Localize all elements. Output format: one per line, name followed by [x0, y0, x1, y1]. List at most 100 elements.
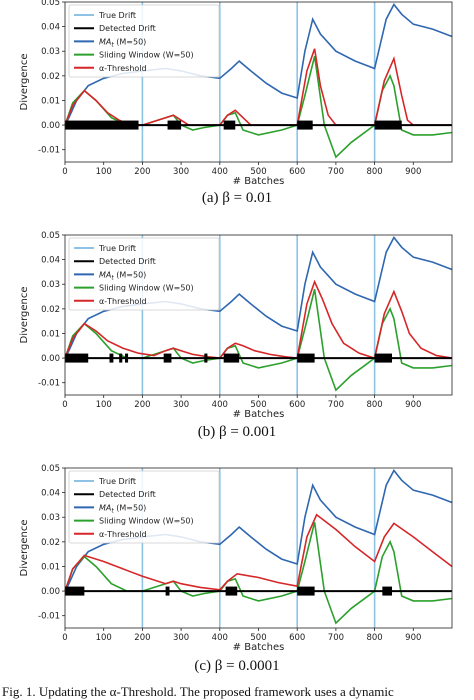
p1-detected-drift-block — [223, 353, 240, 363]
p0-detected-drift-block — [167, 120, 182, 130]
p1-x-tick-label: 900 — [405, 400, 421, 410]
p0-y-tick-label: 0.05 — [41, 0, 60, 8]
p0-x-tick-label: 700 — [328, 167, 344, 177]
p1-legend-true-drift-label: True Drift — [98, 244, 136, 253]
p0-legend-true-drift-label: True Drift — [98, 11, 136, 20]
p0-plot-frame — [64, 1, 453, 163]
caption-b: (b) β = 0.001 — [197, 424, 277, 440]
p2-y-tick-label: 0.00 — [41, 587, 60, 597]
p1-y-tick-label: 0.02 — [41, 305, 60, 315]
p1-x-tick-label: 700 — [328, 400, 344, 410]
p0-detected-drift-block — [297, 120, 313, 130]
p0-x-tick-label: 500 — [250, 167, 266, 177]
p1-detected-drift-block — [163, 353, 172, 363]
p1-y-tick-label: 0.00 — [41, 354, 60, 364]
p0-legend-detected-drift-label: Detected Drift — [99, 24, 156, 33]
p0-y-tick-label: 0.01 — [41, 96, 60, 106]
p2-detected-drift-block — [382, 586, 393, 596]
p0-legend-ma-label: MAt (M=50) — [99, 37, 146, 48]
p2-alpha-threshold-line — [64, 513, 453, 592]
p0-x-tick-label: 200 — [134, 167, 150, 177]
p1-detected-drift-block — [374, 353, 393, 363]
p2-x-tick-label: 100 — [96, 633, 112, 643]
p1-detected-drift-block — [109, 353, 114, 363]
p0-detected-drift-block — [223, 120, 236, 130]
p0-x-tick-label: 400 — [212, 167, 228, 177]
p0-x-tick-label: 0 — [62, 167, 67, 177]
p2-legend-box — [68, 470, 220, 544]
p2-x-tick-label: 0 — [62, 633, 67, 643]
p1-legend-box — [68, 237, 220, 311]
p2-legend-ma-label: MAt (M=50) — [99, 503, 146, 514]
p1-x-tick-label: 400 — [212, 400, 228, 410]
p2-x-tick-label: 800 — [366, 633, 382, 643]
p0-y-tick-label: -0.01 — [38, 146, 60, 156]
p2-x-tick-label: 900 — [405, 633, 421, 643]
p0-y-axis-label: Divergence — [19, 54, 30, 111]
p1-detected-drift-block — [204, 353, 208, 363]
p0-legend-sliding-window-label: Sliding Window (W=50) — [99, 51, 194, 60]
p0-legend-alpha-threshold-label: α-Threshold — [99, 64, 147, 73]
p2-y-tick-label: -0.01 — [38, 612, 60, 622]
p2-legend-alpha-threshold-label: α-Threshold — [99, 530, 147, 539]
caption-c: (c) β = 0.0001 — [194, 658, 280, 674]
p1-legend-sliding-window-label: Sliding Window (W=50) — [99, 284, 194, 293]
p2-x-axis-label: # Batches — [233, 642, 285, 653]
p1-y-tick-label: 0.03 — [41, 280, 60, 290]
p2-detected-drift-block — [165, 586, 170, 596]
p2-y-tick-label: 0.01 — [41, 562, 60, 572]
p1-detected-drift-block — [119, 353, 123, 363]
p1-legend-ma-label: MAt (M=50) — [99, 270, 146, 281]
p2-detected-drift-block — [297, 586, 315, 596]
p2-detected-drift-block — [65, 586, 85, 596]
p0-legend-box — [68, 4, 220, 78]
p0-x-tick-label: 100 — [96, 167, 112, 177]
p1-y-tick-label: 0.05 — [41, 231, 60, 241]
p1-x-axis-label: # Batches — [233, 409, 285, 420]
p1-detected-drift-block — [297, 353, 315, 363]
p1-legend-alpha-threshold-label: α-Threshold — [99, 297, 147, 306]
p1-plot-frame — [64, 234, 453, 396]
p2-y-tick-label: 0.05 — [41, 464, 60, 474]
caption-a: (a) β = 0.01 — [201, 190, 273, 206]
p2-detected-drift-block — [225, 586, 238, 596]
p1-x-tick-label: 800 — [366, 400, 382, 410]
p1-y-tick-label: 0.01 — [41, 329, 60, 339]
p0-x-tick-label: 900 — [405, 167, 421, 177]
p1-x-tick-label: 100 — [96, 400, 112, 410]
p0-y-tick-label: 0.03 — [41, 47, 60, 57]
p2-x-tick-label: 600 — [289, 633, 305, 643]
p2-x-tick-label: 400 — [212, 633, 228, 643]
p2-legend-true-drift-label: True Drift — [98, 477, 136, 486]
p1-x-tick-label: 0 — [62, 400, 67, 410]
p1-x-tick-label: 300 — [173, 400, 189, 410]
p1-y-axis-label: Divergence — [19, 287, 30, 344]
p1-x-tick-label: 200 — [134, 400, 150, 410]
p2-plot-frame — [64, 467, 453, 629]
p2-y-tick-label: 0.03 — [41, 513, 60, 523]
p2-y-tick-label: 0.02 — [41, 538, 60, 548]
p0-alpha-threshold-line — [64, 48, 452, 126]
p0-x-axis-label: # Batches — [233, 176, 285, 187]
p1-y-tick-label: -0.01 — [38, 379, 60, 389]
p2-x-tick-label: 700 — [328, 633, 344, 643]
p0-y-tick-label: 0.00 — [41, 121, 60, 131]
p0-x-tick-label: 600 — [289, 167, 305, 177]
p1-detected-drift-block — [65, 353, 89, 363]
p2-x-tick-label: 200 — [134, 633, 150, 643]
p1-x-tick-label: 600 — [289, 400, 305, 410]
p1-legend-detected-drift-label: Detected Drift — [99, 257, 156, 266]
p2-y-tick-label: 0.04 — [41, 489, 60, 499]
p2-legend-sliding-window-label: Sliding Window (W=50) — [99, 517, 194, 526]
p2-x-tick-label: 300 — [173, 633, 189, 643]
p0-detected-drift-block — [65, 120, 139, 130]
p0-x-tick-label: 800 — [366, 167, 382, 177]
p0-x-tick-label: 300 — [173, 167, 189, 177]
p1-y-tick-label: 0.04 — [41, 256, 60, 266]
p0-y-tick-label: 0.04 — [41, 23, 60, 33]
p1-alpha-threshold-line — [64, 279, 453, 360]
p0-y-tick-label: 0.02 — [41, 72, 60, 82]
p2-x-tick-label: 500 — [250, 633, 266, 643]
figure-caption: Fig. 1. Updating the α-Threshold. The pr… — [2, 684, 394, 699]
